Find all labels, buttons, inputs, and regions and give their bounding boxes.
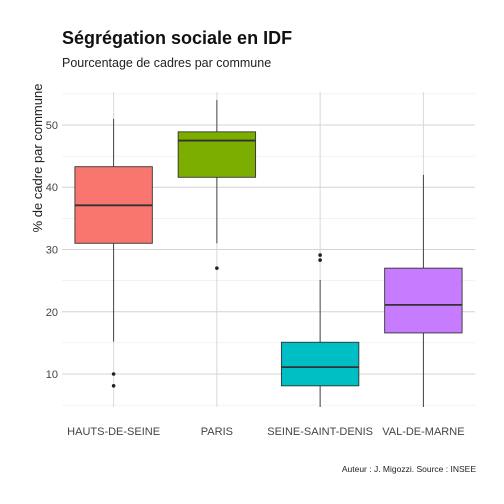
x-tick-label: VAL-DE-MARNE bbox=[382, 426, 464, 438]
box-body bbox=[384, 267, 463, 334]
box-val-de-marne bbox=[384, 174, 463, 407]
y-axis-label: % de cadre par commune bbox=[30, 84, 45, 233]
chart-subtitle: Pourcentage de cadres par commune bbox=[62, 56, 272, 70]
box-paris bbox=[177, 100, 257, 270]
y-tick-label: 20 bbox=[46, 307, 58, 319]
y-tick-label: 10 bbox=[46, 369, 58, 381]
x-tick-label: SEINE-SAINT-DENIS bbox=[267, 426, 373, 438]
y-axis-ticks: 10 20 30 40 50 bbox=[46, 120, 58, 381]
outlier-point bbox=[111, 372, 116, 376]
x-axis-ticks: HAUTS-DE-SEINE PARIS SEINE-SAINT-DENIS VAL-… bbox=[67, 426, 464, 438]
outlier-point bbox=[318, 253, 322, 257]
chart-caption: Auteur : J. Migozzi. Source : INSEE bbox=[341, 464, 476, 474]
box-seine-saint-denis bbox=[280, 253, 360, 407]
box-body bbox=[280, 341, 360, 387]
grid-lines bbox=[62, 92, 475, 407]
y-tick-label: 40 bbox=[46, 182, 58, 194]
x-tick-label: PARIS bbox=[201, 426, 233, 438]
y-tick-label: 30 bbox=[46, 245, 58, 257]
boxes-layer bbox=[74, 100, 463, 407]
x-tick-label: HAUTS-DE-SEINE bbox=[67, 426, 160, 438]
y-tick-label: 50 bbox=[46, 120, 58, 132]
outlier-point bbox=[111, 384, 116, 388]
box-hauts-de-seine bbox=[74, 118, 153, 388]
box-body bbox=[177, 131, 257, 178]
outlier-point bbox=[318, 258, 322, 262]
chart-title: Ségrégation sociale en IDF bbox=[62, 28, 293, 48]
outlier-point bbox=[215, 266, 219, 270]
